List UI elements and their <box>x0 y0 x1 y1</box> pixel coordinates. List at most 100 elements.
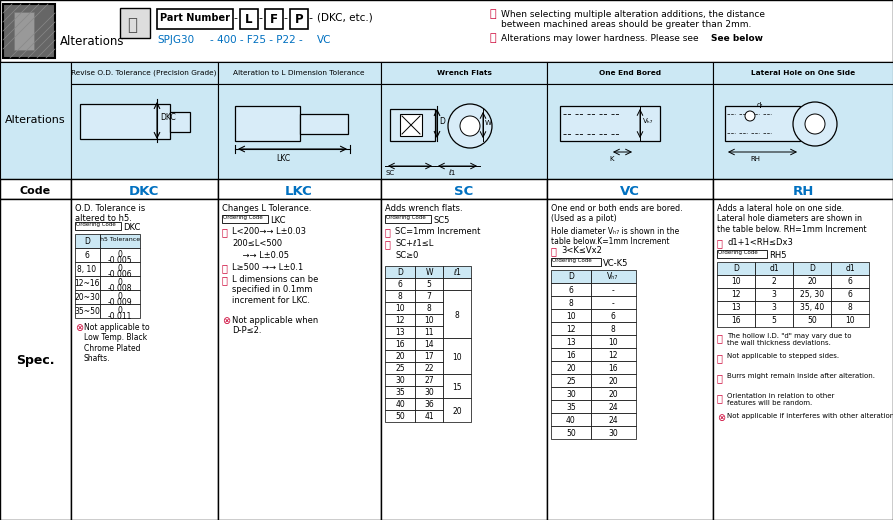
Text: ⓘ: ⓘ <box>385 239 391 249</box>
Bar <box>591 322 636 335</box>
Text: 0: 0 <box>118 292 122 301</box>
Bar <box>551 335 591 348</box>
Text: -0.008: -0.008 <box>108 284 132 293</box>
Bar <box>551 283 591 296</box>
Bar <box>551 413 591 426</box>
Text: 40: 40 <box>395 400 405 409</box>
Text: -0.011: -0.011 <box>108 312 132 321</box>
Text: 8: 8 <box>569 299 573 308</box>
Text: 20: 20 <box>608 390 618 399</box>
Text: 11: 11 <box>424 328 434 337</box>
Circle shape <box>460 116 480 136</box>
Bar <box>717 301 755 314</box>
Bar <box>222 215 268 223</box>
Bar <box>385 314 415 326</box>
Text: O.D. Tolerance is
altered to h5.: O.D. Tolerance is altered to h5. <box>75 204 146 224</box>
Text: ⓘ: ⓘ <box>385 227 391 237</box>
Bar <box>218 62 381 84</box>
Text: 12: 12 <box>731 290 741 299</box>
Bar <box>400 114 422 136</box>
Bar <box>551 374 591 387</box>
Text: 36: 36 <box>424 400 434 409</box>
Bar <box>713 199 893 520</box>
Bar <box>100 290 140 304</box>
Bar <box>100 248 140 262</box>
Bar <box>547 179 713 199</box>
Text: -: - <box>233 13 237 23</box>
Bar <box>75 304 100 318</box>
Text: d1: d1 <box>769 264 779 273</box>
Text: Revise O.D. Tolerance (Precision Grade): Revise O.D. Tolerance (Precision Grade) <box>71 70 217 76</box>
Bar <box>415 410 443 422</box>
Bar <box>443 374 471 398</box>
Bar <box>0 179 71 199</box>
Text: 35, 40: 35, 40 <box>800 303 824 312</box>
Text: SC: SC <box>385 170 394 176</box>
Text: 24: 24 <box>608 416 618 425</box>
Text: d₁: d₁ <box>756 102 764 108</box>
Text: 16: 16 <box>396 340 405 349</box>
Text: F: F <box>270 13 278 26</box>
Text: Ordering Code: Ordering Code <box>76 222 116 227</box>
Bar <box>385 338 415 350</box>
Bar <box>385 410 415 422</box>
Bar <box>551 309 591 322</box>
Text: 40: 40 <box>566 416 576 425</box>
Text: 8: 8 <box>455 311 459 320</box>
Text: Not applicable to
Low Temp. Black
Chrome Plated
Shafts.: Not applicable to Low Temp. Black Chrome… <box>84 323 150 363</box>
Bar <box>0 0 893 62</box>
Bar <box>717 250 767 258</box>
Text: LKC: LKC <box>270 216 286 225</box>
Bar <box>713 84 893 179</box>
Text: 16: 16 <box>608 364 618 373</box>
Text: 30: 30 <box>608 429 618 438</box>
Text: D: D <box>84 237 90 246</box>
Bar <box>240 9 258 29</box>
Text: ⓘ: ⓘ <box>222 275 228 285</box>
Bar <box>290 9 308 29</box>
Bar <box>100 304 140 318</box>
Bar <box>591 426 636 439</box>
Bar <box>793 301 831 314</box>
Text: 20: 20 <box>566 364 576 373</box>
Text: 13: 13 <box>566 338 576 347</box>
Bar <box>120 8 150 38</box>
Text: 20: 20 <box>807 277 817 286</box>
Bar <box>793 314 831 327</box>
Bar <box>415 362 443 374</box>
Bar <box>300 114 348 134</box>
Text: SC≥0: SC≥0 <box>395 251 419 260</box>
Text: Wrench Flats: Wrench Flats <box>437 70 491 76</box>
Text: ℓ1: ℓ1 <box>453 268 461 277</box>
Bar <box>717 314 755 327</box>
Bar <box>591 400 636 413</box>
Bar <box>551 400 591 413</box>
Text: -0.005: -0.005 <box>108 256 132 265</box>
Bar <box>831 275 869 288</box>
Bar <box>415 338 443 350</box>
Text: SC5: SC5 <box>433 216 449 225</box>
Text: RH5: RH5 <box>769 251 787 260</box>
Bar <box>793 262 831 275</box>
Bar <box>793 275 831 288</box>
Text: When selecting multiple alteration additions, the distance
between machined area: When selecting multiple alteration addit… <box>501 10 765 30</box>
Text: L dimensions can be
specified in 0.1mm
increment for LKC.: L dimensions can be specified in 0.1mm i… <box>232 275 319 305</box>
Text: 22: 22 <box>424 364 434 373</box>
Text: Part Number: Part Number <box>160 13 230 23</box>
Text: D: D <box>809 264 815 273</box>
Text: 30: 30 <box>395 376 405 385</box>
Bar <box>415 350 443 362</box>
Bar <box>443 338 471 374</box>
Text: RH: RH <box>750 156 760 162</box>
Bar <box>100 234 140 248</box>
Circle shape <box>805 114 825 134</box>
Text: 50: 50 <box>395 412 405 421</box>
Text: Vₕ₇: Vₕ₇ <box>607 272 619 281</box>
Text: ⓘ: ⓘ <box>222 227 228 237</box>
Text: 200≤L<500: 200≤L<500 <box>232 239 282 248</box>
Text: - 400 - F25 - P22 -: - 400 - F25 - P22 - <box>210 35 303 45</box>
Bar <box>415 314 443 326</box>
Bar <box>100 276 140 290</box>
Text: 6: 6 <box>397 280 403 289</box>
Bar <box>831 301 869 314</box>
